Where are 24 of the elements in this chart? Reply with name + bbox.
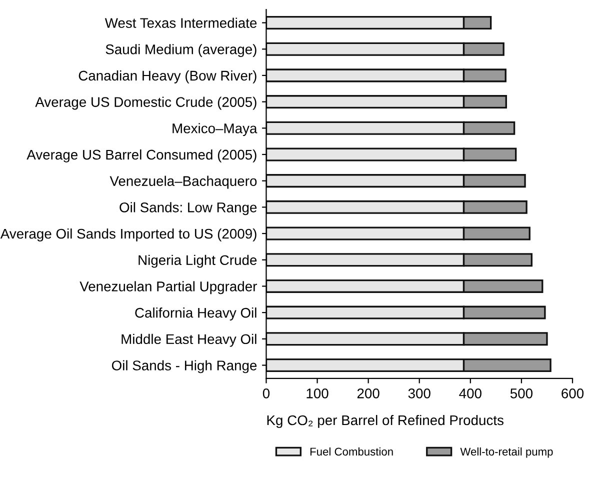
x-tick-label: 600	[562, 388, 584, 398]
y-tick-label: Oil Sands: Low Range	[120, 202, 257, 216]
y-tick-label: Middle East Heavy Oil	[122, 334, 256, 347]
y-tick-label: Saudi Medium (average)	[106, 44, 256, 58]
x-tick-label: 0	[262, 388, 270, 398]
x-tick-label: 200	[357, 388, 380, 398]
legend-label: Fuel Combustion	[310, 447, 393, 456]
y-tick-label: Venezuela–Bachaquero	[110, 176, 257, 189]
y-tick-label: Average US Domestic Crude (2005)	[35, 96, 256, 110]
y-tick-label: West Texas Intermediate	[104, 18, 257, 28]
x-tick-label: 300	[408, 388, 430, 398]
y-tick-label: Average US Barrel Consumed (2005)	[26, 149, 256, 162]
y-tick-label: Average Oil Sands Imported to US (2009)	[0, 228, 256, 242]
y-tick-label: Mexico–Maya	[172, 123, 258, 136]
legend-label: Well-to-retail pump	[460, 447, 553, 458]
y-tick-label: Venezuelan Partial Upgrader	[80, 281, 257, 294]
y-tick-label: California Heavy Oil	[135, 308, 256, 320]
x-tick-label: 100	[306, 388, 328, 398]
x-tick-label: 500	[510, 388, 533, 398]
y-tick-label: Nigeria Light Crude	[138, 254, 257, 268]
y-tick-label: Canadian Heavy (Bow River)	[78, 70, 256, 84]
x-tick-label: 400	[459, 388, 482, 398]
x-axis-title: Kg CO₂ per Barrel of Refined Products	[267, 414, 504, 428]
y-tick-label: Oil Sands - High Range	[112, 360, 257, 374]
